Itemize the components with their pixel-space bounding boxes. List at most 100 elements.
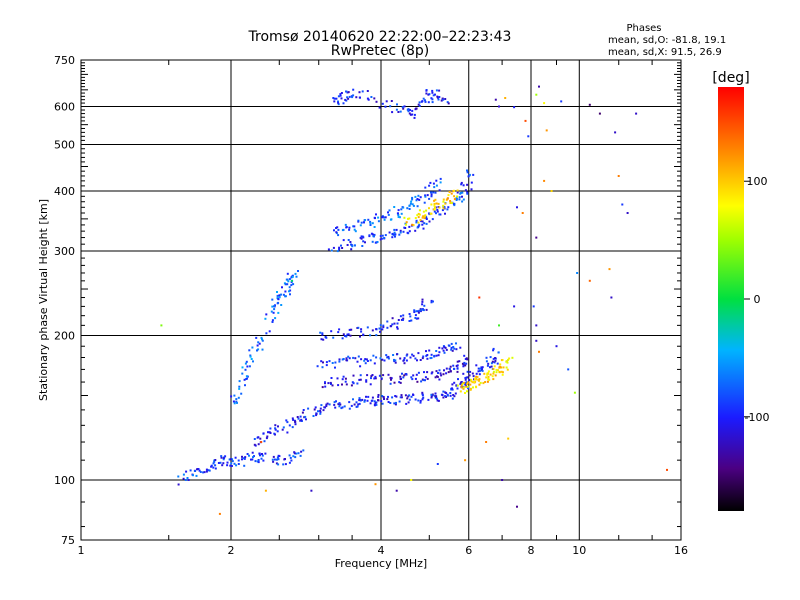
data-point	[383, 237, 386, 239]
data-point	[464, 189, 467, 192]
data-point	[455, 199, 458, 201]
data-point	[210, 464, 213, 467]
data-point	[436, 208, 439, 211]
data-point	[453, 367, 456, 370]
data-point	[286, 278, 289, 281]
data-point	[479, 369, 481, 372]
data-point	[410, 200, 413, 203]
data-point	[421, 394, 424, 397]
grid-lines	[81, 60, 681, 540]
data-point	[352, 398, 354, 401]
data-point	[391, 317, 394, 320]
data-point	[398, 233, 401, 236]
data-point	[442, 207, 445, 210]
data-point	[235, 464, 238, 467]
data-point	[288, 278, 291, 281]
data-point	[485, 356, 488, 359]
data-point	[479, 381, 482, 384]
data-point	[408, 313, 411, 315]
data-point	[359, 374, 362, 377]
data-point	[414, 377, 417, 380]
data-point	[455, 348, 458, 351]
data-point	[344, 380, 347, 383]
data-point	[355, 401, 358, 404]
data-point	[416, 359, 418, 362]
data-point	[497, 351, 500, 354]
data-point	[278, 296, 281, 299]
data-point	[383, 216, 386, 219]
data-point	[465, 384, 467, 387]
data-point	[422, 97, 425, 100]
data-point	[330, 383, 332, 385]
phase-stats-o: mean, sd,O: -81.8, 19.1	[608, 35, 726, 46]
data-point	[422, 396, 425, 399]
data-point	[322, 409, 325, 412]
data-point	[442, 198, 445, 201]
data-point	[412, 393, 414, 396]
data-point	[251, 346, 254, 349]
data-point	[337, 103, 340, 106]
data-point	[444, 202, 447, 205]
data-point	[293, 452, 296, 455]
data-point	[268, 330, 271, 333]
data-point	[411, 113, 414, 116]
data-point	[513, 106, 516, 109]
data-point	[371, 240, 374, 243]
data-point	[214, 464, 217, 467]
data-point	[617, 175, 620, 177]
data-point	[336, 250, 339, 253]
data-point	[379, 327, 382, 330]
data-point	[496, 362, 499, 365]
data-point	[294, 423, 297, 426]
data-point	[501, 479, 504, 481]
y-tick-label: 750	[54, 54, 75, 67]
data-point	[442, 390, 445, 393]
data-point	[337, 403, 340, 406]
chart-subtitle: RwPretec (8p)	[331, 43, 429, 59]
data-point	[421, 298, 424, 301]
data-point	[359, 399, 362, 402]
data-point	[483, 372, 486, 375]
data-point	[438, 96, 441, 98]
data-point	[470, 380, 473, 383]
data-point	[462, 372, 465, 375]
data-point	[360, 328, 363, 331]
data-point	[342, 375, 345, 378]
data-point	[333, 403, 336, 406]
data-point	[450, 201, 453, 204]
data-point	[267, 431, 269, 434]
data-point	[463, 361, 466, 364]
data-point	[345, 99, 348, 102]
data-point	[367, 395, 370, 398]
data-point	[396, 212, 399, 215]
data-point	[358, 399, 361, 402]
data-point	[248, 454, 250, 457]
data-point	[451, 388, 454, 391]
data-point	[322, 338, 325, 341]
data-point	[388, 231, 391, 234]
data-point	[305, 418, 307, 421]
data-point	[449, 200, 452, 202]
data-point	[296, 416, 299, 418]
y-axis-label: Stationary phase Virtual Height [km]	[37, 199, 50, 401]
data-point	[406, 207, 409, 210]
data-point	[351, 381, 354, 384]
data-point	[244, 456, 247, 459]
data-point	[339, 93, 342, 96]
data-point	[349, 241, 352, 243]
data-point	[321, 366, 324, 369]
data-point	[424, 379, 426, 382]
data-point	[276, 430, 279, 433]
data-point	[450, 192, 453, 195]
data-point	[417, 212, 420, 215]
data-point	[338, 402, 341, 405]
data-point	[435, 179, 438, 182]
data-point	[493, 365, 496, 368]
data-point	[481, 369, 484, 372]
data-point	[403, 362, 406, 365]
data-point	[507, 358, 510, 361]
x-tick-label: 2	[228, 544, 235, 557]
data-point	[378, 374, 381, 377]
data-point	[459, 390, 462, 393]
data-point	[182, 477, 185, 480]
